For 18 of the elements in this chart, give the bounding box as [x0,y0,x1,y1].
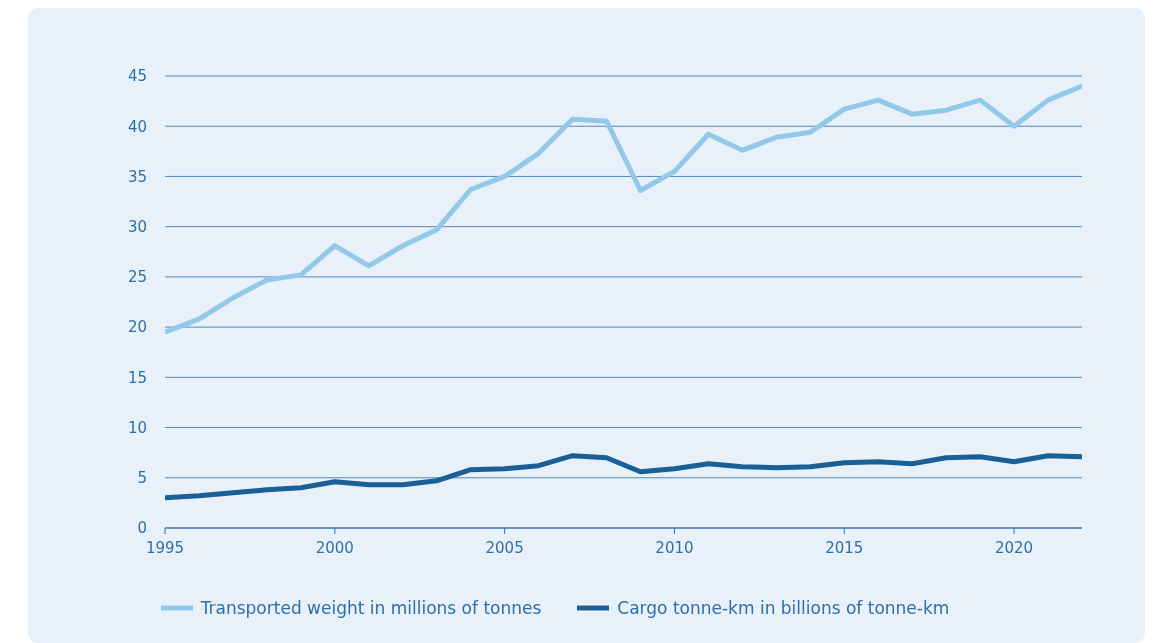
x-tick-label: 2020 [994,538,1034,557]
legend-label: Transported weight in millions of tonnes [200,598,542,618]
y-tick-label: 0 [137,519,147,538]
x-tick-label: 1995 [145,538,185,557]
x-tick-label: 2000 [315,538,354,557]
y-tick-label: 40 [127,117,147,136]
y-tick-label: 15 [127,368,147,387]
y-tick-label: 5 [137,469,147,488]
y-tick-label: 45 [127,67,147,86]
x-tick-label: 2010 [655,538,694,557]
y-tick-label: 10 [127,418,147,437]
y-tick-label: 35 [127,167,147,186]
y-tick-label: 25 [127,268,147,287]
y-tick-label: 20 [127,318,147,337]
x-tick-label: 2015 [825,538,864,557]
legend-label: Cargo tonne-km in billions of tonne-km [617,598,950,618]
y-tick-label: 30 [127,217,147,236]
x-tick-label: 2005 [485,538,524,557]
